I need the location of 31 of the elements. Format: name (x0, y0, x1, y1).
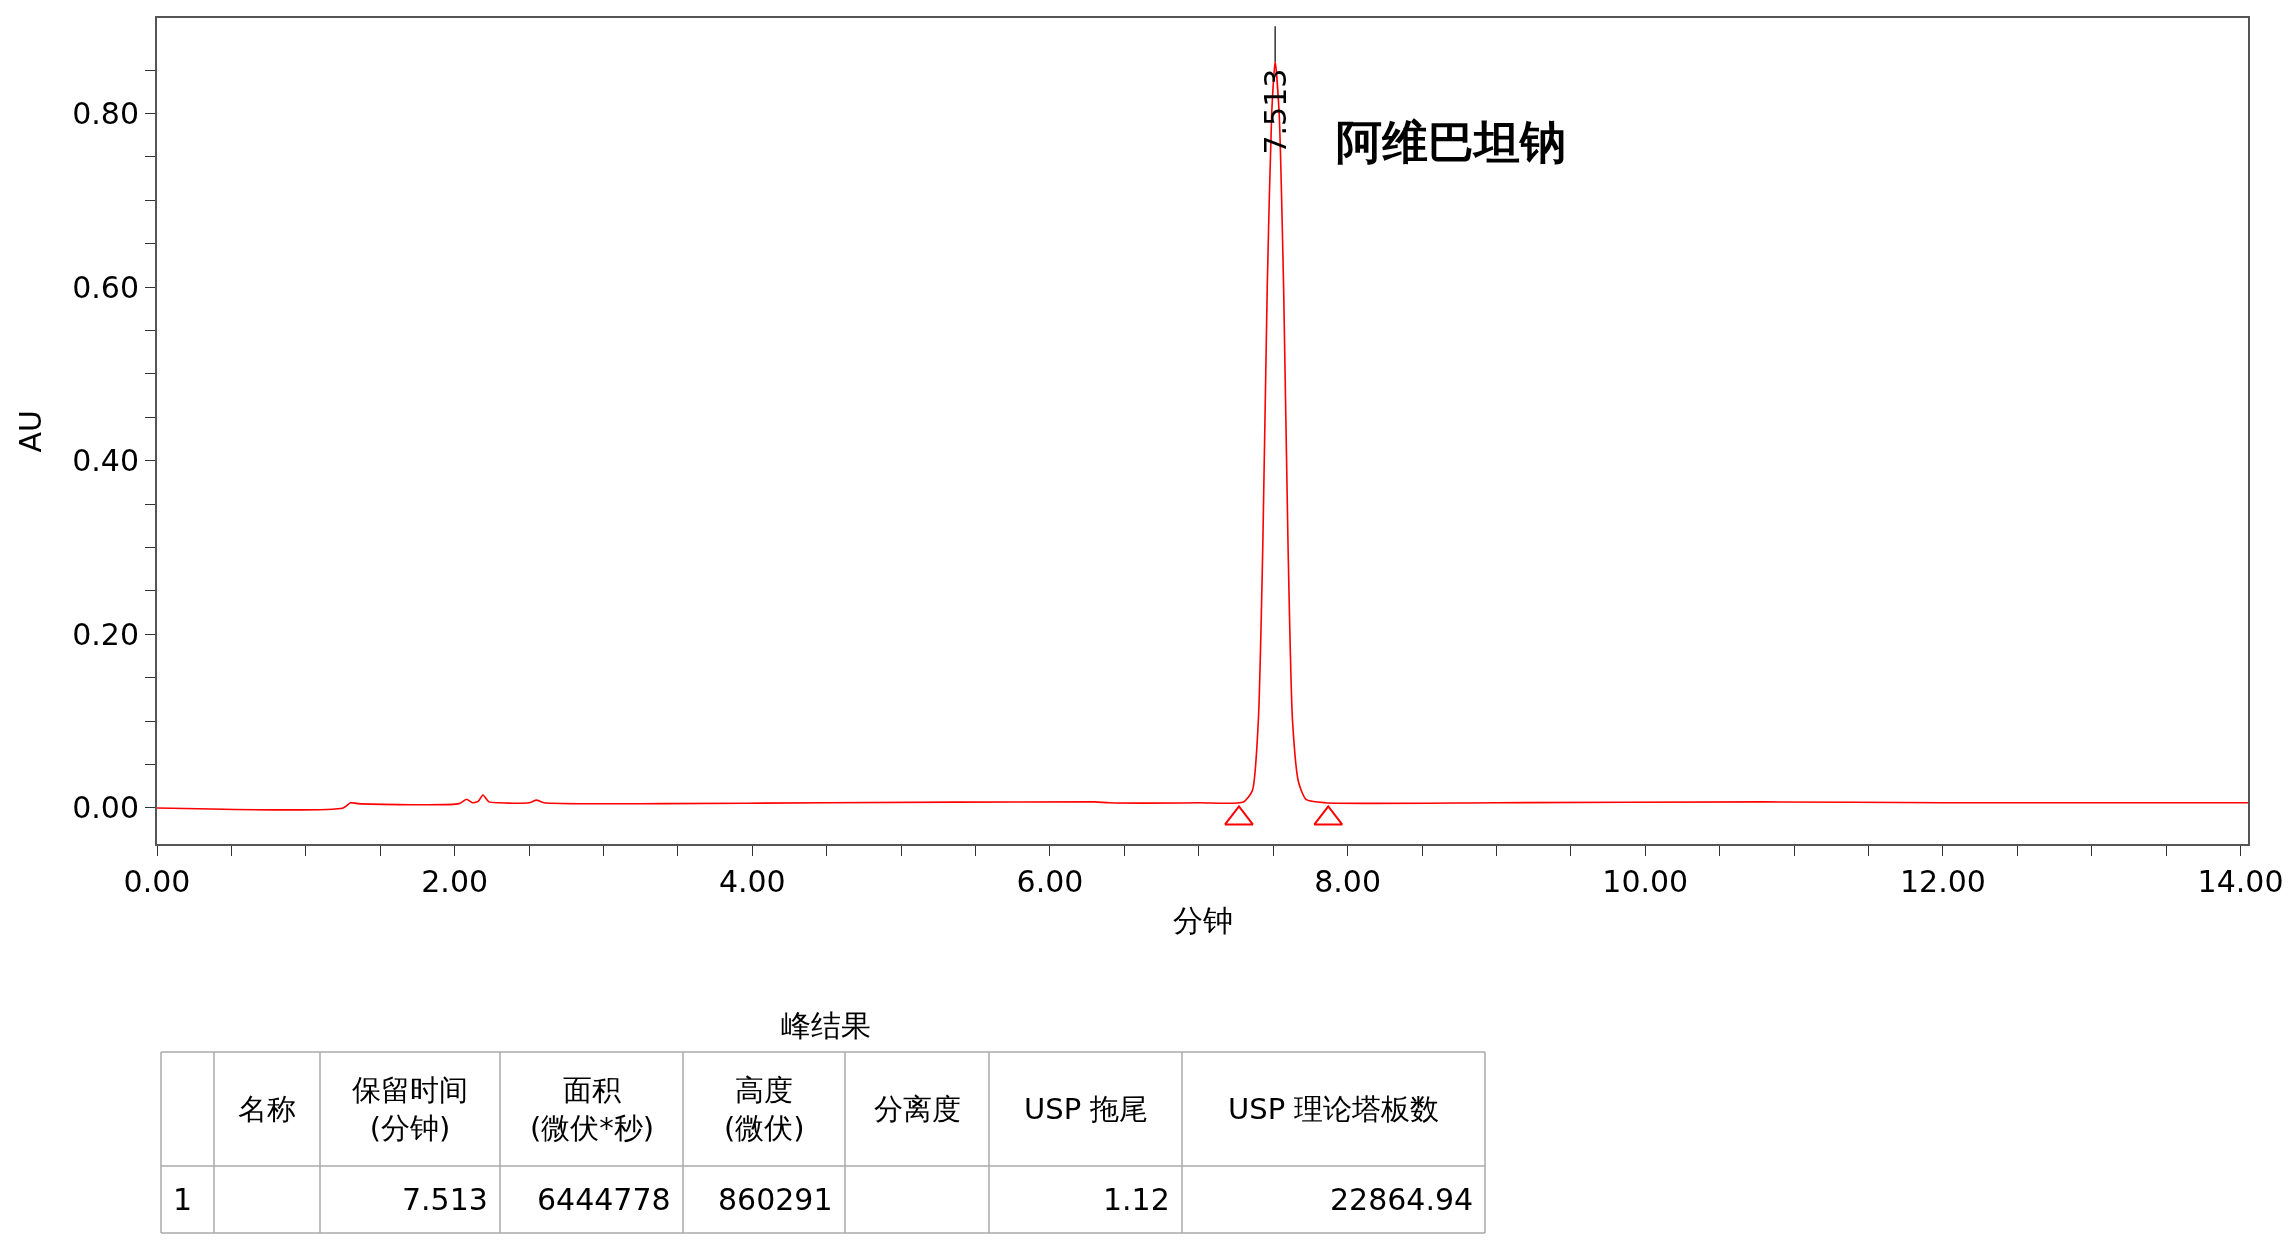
y-axis-title: AU (12, 409, 48, 453)
x-axis-title: 分钟 (1172, 903, 1233, 939)
x-tick-label: 10.00 (1602, 864, 1689, 900)
text: 7.513 (402, 1182, 488, 1217)
x-tick-label: 0.00 (123, 864, 191, 900)
x-tick-label: 12.00 (1899, 864, 1986, 900)
y-tick-label: 0.00 (72, 790, 139, 826)
text: USP 理论塔板数 (1228, 1092, 1440, 1126)
text: 高度 (微伏) (724, 1073, 805, 1145)
text: 1 (173, 1182, 193, 1217)
x-tick-label: 6.00 (1016, 864, 1084, 900)
y-tick-label: 0.80 (72, 95, 139, 131)
ref-line-label: 7.513 (1257, 68, 1293, 155)
text: 峰结果 (781, 1008, 871, 1043)
x-tick-label: 8.00 (1314, 864, 1381, 900)
text: 1.12 (1103, 1182, 1170, 1217)
text: USP 拖尾 (1024, 1092, 1149, 1126)
text: 保留时间 (分钟) (352, 1073, 468, 1145)
text: 分离度 (874, 1092, 961, 1126)
x-tick-label: 14.00 (2197, 864, 2284, 900)
text: 6444778 (537, 1182, 671, 1217)
annotation: 阿维巴坦钠 (1336, 115, 1566, 169)
text: 名称 (238, 1092, 296, 1126)
y-tick-label: 0.20 (72, 616, 139, 652)
y-tick-label: 0.40 (72, 443, 139, 479)
y-tick-label: 0.60 (72, 269, 139, 305)
x-tick-label: 2.00 (421, 864, 489, 900)
text: 面积 (微伏*秒) (530, 1073, 655, 1145)
x-tick-label: 4.00 (718, 864, 786, 900)
text: 22864.94 (1330, 1182, 1474, 1217)
text: 860291 (718, 1182, 833, 1217)
